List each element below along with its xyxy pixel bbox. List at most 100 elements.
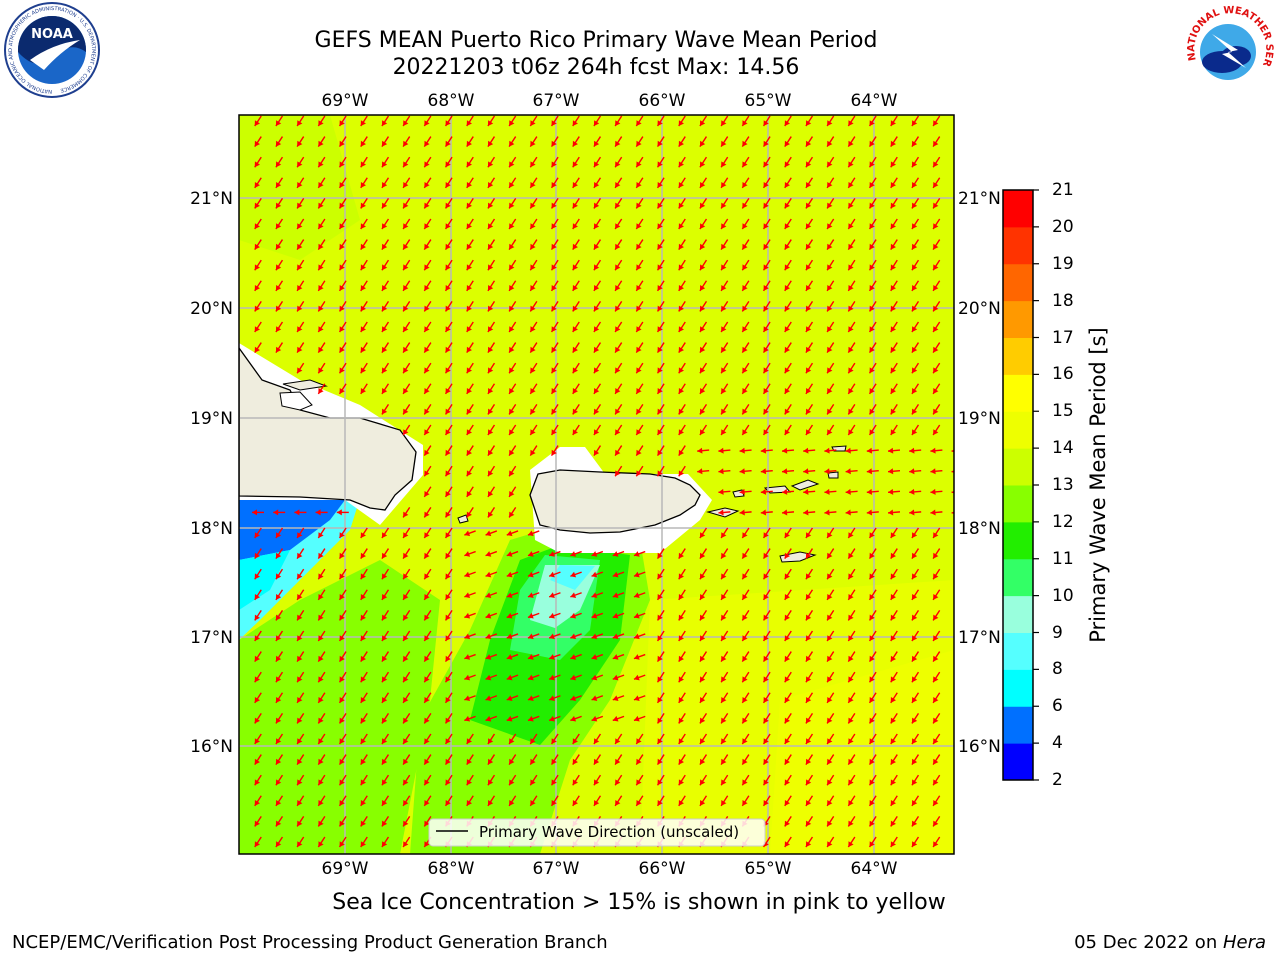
colorbar-title: Primary Wave Mean Period [s] — [1086, 327, 1110, 643]
wave-arrow-icon — [570, 633, 582, 640]
wave-arrow-icon — [550, 115, 559, 127]
wave-arrow-icon — [826, 197, 835, 209]
wave-arrow-icon — [614, 177, 623, 189]
wave-arrow-icon — [444, 630, 453, 642]
wave-arrow-icon — [845, 509, 858, 516]
wave-arrow-icon — [444, 424, 453, 436]
wave-arrow-icon — [275, 733, 284, 745]
wave-arrow-icon — [930, 447, 943, 454]
lat-tick-right: 21°N — [958, 189, 1001, 209]
wave-arrow-icon — [423, 403, 432, 415]
wave-arrow-icon — [529, 424, 538, 436]
wave-arrow-icon — [678, 115, 686, 127]
wave-arrow-icon — [656, 424, 665, 436]
map-legend: Primary Wave Direction (unscaled) — [428, 818, 766, 847]
wave-arrow-icon — [254, 342, 262, 354]
wave-arrow-icon — [423, 671, 432, 683]
wave-arrow-icon — [444, 259, 453, 271]
colorbar-segment — [1003, 300, 1033, 338]
colorbar-segment — [1003, 190, 1033, 228]
wave-arrow-icon — [360, 733, 368, 745]
wave-arrow-icon — [614, 342, 623, 354]
wave-arrow-icon — [890, 177, 898, 189]
wave-arrow-icon — [402, 321, 411, 333]
wave-arrow-icon — [805, 651, 814, 663]
wave-arrow-icon — [529, 197, 538, 209]
wave-arrow-icon — [338, 774, 347, 786]
wave-arrow-icon — [932, 630, 941, 642]
wave-arrow-icon — [423, 568, 432, 580]
wave-arrow-icon — [508, 774, 517, 786]
wave-arrow-icon — [847, 733, 856, 745]
wave-arrow-icon — [678, 589, 686, 601]
wave-arrow-icon — [887, 468, 901, 475]
wave-arrow-icon — [275, 836, 284, 848]
wave-arrow-icon — [550, 136, 559, 148]
wave-arrow-icon — [529, 156, 538, 168]
wave-arrow-icon — [635, 795, 644, 807]
wave-arrow-icon — [784, 259, 792, 271]
wave-arrow-icon — [338, 259, 347, 271]
wave-arrow-icon — [932, 712, 941, 724]
wave-arrow-icon — [911, 548, 920, 560]
wave-arrow-icon — [868, 548, 877, 560]
wave-arrow-icon — [296, 692, 305, 704]
wave-arrow-icon — [572, 321, 580, 333]
wave-arrow-icon — [805, 403, 814, 415]
wave-arrow-icon — [614, 733, 623, 745]
wave-arrow-icon — [868, 300, 877, 312]
wave-arrow-icon — [784, 733, 792, 745]
wave-arrow-icon — [784, 239, 792, 251]
wave-arrow-icon — [635, 733, 644, 745]
wave-arrow-icon — [847, 218, 856, 230]
wave-arrow-icon — [381, 589, 390, 601]
wave-arrow-icon — [890, 115, 898, 127]
wave-arrow-icon — [699, 795, 708, 807]
wave-arrow-icon — [296, 589, 305, 601]
colorbar-segment — [1003, 669, 1033, 707]
wave-arrow-icon — [317, 774, 326, 786]
lat-tick-right: 16°N — [958, 737, 1001, 757]
wave-arrow-icon — [550, 300, 559, 312]
wave-arrow-icon — [275, 774, 284, 786]
wave-arrow-icon — [275, 589, 284, 601]
wave-arrow-icon — [784, 548, 792, 560]
colorbar-tick-label: 14 — [1052, 438, 1074, 459]
wave-arrow-icon — [402, 342, 411, 354]
wave-arrow-icon — [527, 653, 540, 660]
wave-arrow-icon — [784, 218, 792, 230]
wave-arrow-icon — [909, 468, 922, 475]
wave-arrow-icon — [656, 115, 665, 127]
wave-arrow-icon — [273, 509, 286, 516]
wave-arrow-icon — [296, 300, 305, 312]
wave-arrow-icon — [506, 653, 519, 660]
wave-arrow-icon — [656, 589, 665, 601]
wave-arrow-icon — [423, 795, 432, 807]
wave-arrow-icon — [741, 671, 750, 683]
wave-arrow-icon — [381, 774, 390, 786]
wave-arrow-icon — [466, 280, 474, 292]
wave-arrow-icon — [739, 488, 752, 495]
wave-arrow-icon — [718, 447, 731, 454]
wave-arrow-icon — [741, 218, 750, 230]
wave-arrow-icon — [360, 197, 368, 209]
wave-arrow-icon — [402, 548, 411, 560]
wave-arrow-icon — [805, 692, 814, 704]
wave-arrow-icon — [570, 653, 582, 660]
wave-arrow-icon — [487, 136, 496, 148]
wave-arrow-icon — [402, 568, 411, 580]
wave-arrow-icon — [360, 177, 368, 189]
wave-arrow-icon — [635, 445, 644, 457]
lat-tick-right: 18°N — [958, 519, 1001, 539]
wave-arrow-icon — [805, 197, 814, 209]
wave-arrow-icon — [847, 795, 856, 807]
wave-arrow-icon — [508, 136, 517, 148]
wave-arrow-icon — [699, 156, 708, 168]
wave-arrow-icon — [423, 754, 432, 766]
wave-arrow-icon — [805, 218, 814, 230]
wave-arrow-icon — [890, 300, 898, 312]
wave-arrow-icon — [444, 239, 453, 251]
wave-arrow-icon — [762, 548, 771, 560]
wave-arrow-icon — [847, 424, 856, 436]
wave-arrow-icon — [593, 197, 602, 209]
